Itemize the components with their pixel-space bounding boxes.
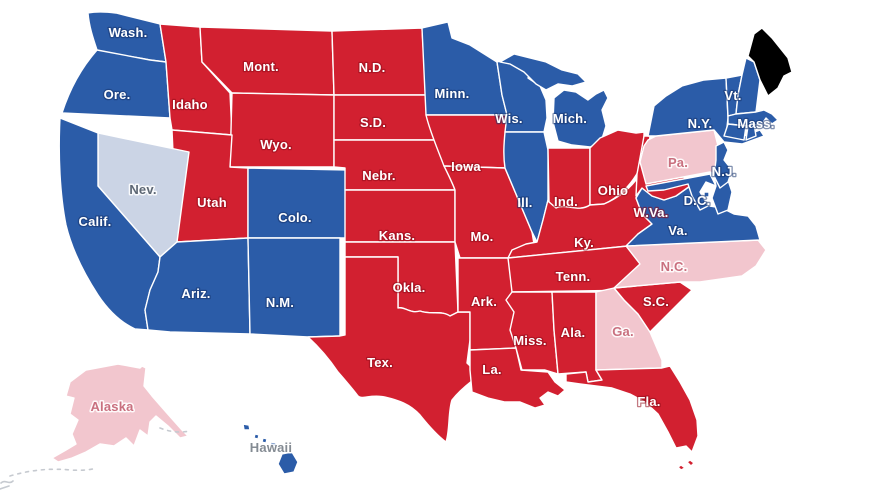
- state-label-mississippi: Miss.: [513, 333, 547, 348]
- state-label-iowa: Iowa: [451, 159, 481, 174]
- corner-squiggle: [0, 480, 14, 490]
- state-florida[interactable]: [565, 365, 699, 471]
- state-label-nebraska: Nebr.: [362, 168, 396, 183]
- state-label-district-of-columbia: D.C.: [684, 193, 711, 208]
- state-label-nevada: Nev.: [129, 182, 156, 197]
- state-wyoming[interactable]: [229, 92, 335, 168]
- state-label-alabama: Ala.: [561, 325, 586, 340]
- state-label-washington: Wash.: [109, 25, 148, 40]
- state-label-ohio: Ohio: [598, 183, 628, 198]
- state-label-oklahoma: Okla.: [393, 280, 426, 295]
- state-texas[interactable]: [307, 256, 481, 443]
- state-label-kansas: Kans.: [379, 228, 415, 243]
- state-label-minnesota: Minn.: [435, 86, 470, 101]
- state-label-north-carolina: N.C.: [661, 259, 688, 274]
- state-label-alaska: Alaska: [90, 399, 134, 414]
- state-label-wisconsin: Wis.: [495, 111, 522, 126]
- state-hawaii[interactable]: [242, 423, 299, 475]
- state-connecticut[interactable]: [723, 123, 747, 141]
- state-label-idaho: Idaho: [172, 97, 208, 112]
- state-new-hampshire[interactable]: [735, 57, 761, 115]
- state-label-louisiana: La.: [482, 362, 501, 377]
- state-label-new-mexico: N.M.: [266, 295, 294, 310]
- state-louisiana[interactable]: [469, 347, 566, 409]
- state-oregon[interactable]: [61, 49, 171, 119]
- state-label-hawaii: Hawaii: [250, 440, 292, 455]
- state-maine[interactable]: [747, 27, 793, 97]
- state-label-colorado: Colo.: [278, 210, 312, 225]
- state-label-oregon: Ore.: [104, 87, 131, 102]
- state-label-texas: Tex.: [367, 355, 393, 370]
- state-colorado[interactable]: [247, 167, 351, 239]
- state-michigan[interactable]: [499, 53, 609, 148]
- state-label-massachusetts: Mass.: [737, 116, 774, 131]
- state-label-illinois: Ill.: [517, 195, 532, 210]
- state-label-montana: Mont.: [243, 59, 279, 74]
- state-label-south-dakota: S.D.: [360, 115, 386, 130]
- state-label-wyoming: Wyo.: [260, 137, 292, 152]
- state-label-pennsylvania: Pa.: [668, 155, 688, 170]
- state-new-mexico[interactable]: [247, 237, 341, 338]
- state-label-virginia: Va.: [668, 223, 687, 238]
- state-south-carolina[interactable]: [613, 281, 693, 333]
- state-rhode-island[interactable]: [745, 123, 757, 141]
- state-label-michigan: Mich.: [553, 111, 587, 126]
- state-district-of-columbia[interactable]: [703, 191, 710, 198]
- state-label-utah: Utah: [197, 195, 227, 210]
- state-label-georgia: Ga.: [612, 324, 634, 339]
- state-label-arizona: Ariz.: [181, 286, 210, 301]
- states-layer: [51, 11, 793, 475]
- state-label-west-virginia: W.Va.: [634, 205, 669, 220]
- state-label-north-dakota: N.D.: [359, 60, 386, 75]
- state-new-jersey[interactable]: [713, 141, 733, 189]
- aleutian-islands-fragment: [9, 427, 191, 477]
- labels-layer: Wash. Ore. Calif. Nev. Idaho Mont. Wyo. …: [77, 24, 775, 457]
- state-label-california: Calif.: [79, 214, 112, 229]
- state-alaska[interactable]: [51, 363, 189, 463]
- state-label-south-carolina: S.C.: [643, 294, 669, 309]
- state-label-kentucky: Ky.: [574, 235, 594, 250]
- state-label-new-york: N.Y.: [688, 116, 713, 131]
- state-north-carolina[interactable]: [613, 239, 767, 289]
- state-label-vermont: Vt.: [724, 88, 741, 103]
- state-label-florida: Fla.: [637, 394, 660, 409]
- state-label-indiana: Ind.: [554, 194, 578, 209]
- state-label-tennessee: Tenn.: [556, 269, 591, 284]
- state-label-missouri: Mo.: [471, 229, 494, 244]
- state-label-new-jersey: N.J.: [712, 164, 737, 179]
- state-label-arkansas: Ark.: [471, 294, 497, 309]
- state-minnesota[interactable]: [421, 21, 508, 116]
